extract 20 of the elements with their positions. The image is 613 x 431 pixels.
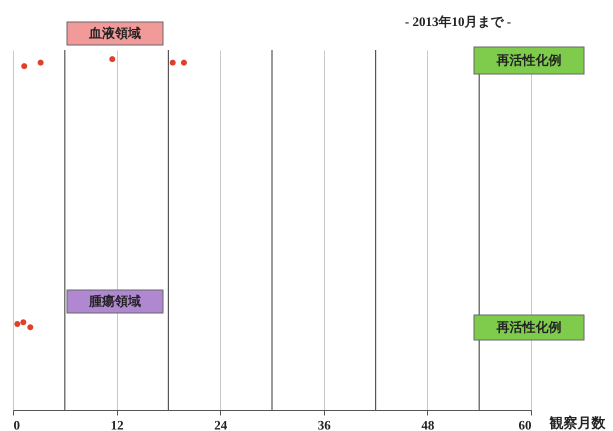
point — [21, 63, 28, 70]
annotation: 腫瘍領域 — [88, 294, 141, 310]
point — [27, 324, 34, 330]
point — [38, 60, 44, 66]
x-tick-label: 48 — [421, 418, 435, 431]
point — [14, 321, 20, 328]
x-axis-title: 観察月数 — [548, 414, 606, 431]
chart-subtitle: - 2013年10月まで - — [404, 14, 512, 29]
annotation: 再活性化例 — [496, 320, 562, 336]
x-tick-label: 24 — [214, 418, 228, 431]
annotation: 再活性化例 — [496, 54, 562, 68]
x-tick-label: 0 — [14, 418, 20, 431]
text: 血液領域 — [88, 26, 141, 42]
x-tick-label: 12 — [110, 418, 124, 431]
x-tick-label: 60 — [518, 418, 532, 431]
point — [109, 56, 116, 62]
point — [180, 60, 187, 66]
point — [170, 60, 176, 66]
point — [20, 319, 26, 326]
x-tick-label: 36 — [318, 418, 332, 431]
